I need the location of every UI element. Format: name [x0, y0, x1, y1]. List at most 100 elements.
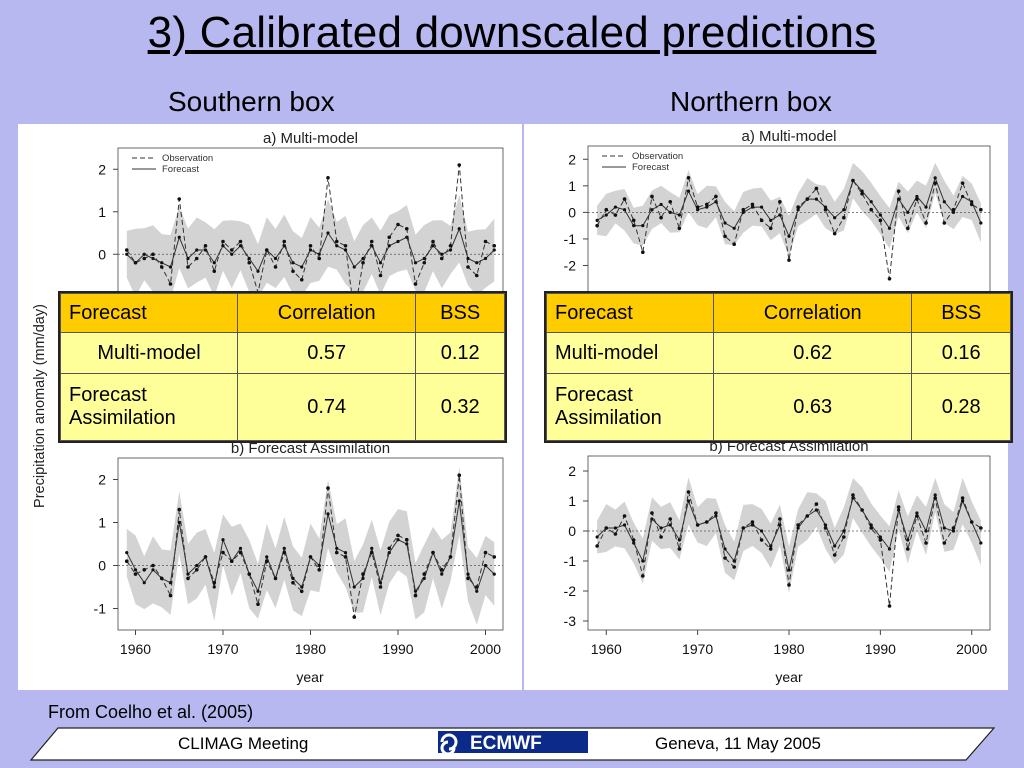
forecast-point: [686, 189, 691, 193]
observation-point: [659, 215, 663, 220]
observation-point: [142, 256, 147, 261]
observation-point: [723, 234, 727, 239]
forecast-point: [431, 244, 435, 248]
forecast-point: [238, 546, 243, 550]
forecast-point: [203, 248, 208, 252]
forecast-point: [805, 197, 809, 201]
correlation-cell: 0.63: [712, 373, 913, 441]
y-tick-label: 2: [98, 472, 106, 488]
observation-point: [492, 243, 497, 248]
table-row: Forecast Assimilation 0.74 0.32: [60, 373, 505, 441]
southern-box-label: Southern box: [168, 86, 335, 117]
observation-point: [474, 273, 479, 278]
forecast-point: [787, 568, 791, 572]
observation-point: [759, 538, 764, 542]
forecast-point: [613, 205, 618, 209]
observation-point: [622, 514, 627, 518]
observation-point: [778, 517, 782, 521]
col-forecast: Forecast: [60, 293, 238, 333]
observation-point: [686, 490, 691, 494]
forecast-point: [814, 197, 819, 201]
forecast-point: [723, 221, 727, 225]
forecast-point: [705, 520, 709, 524]
slide-title: 3) Calibrated downscaled predictions: [147, 8, 877, 57]
forecast-point: [291, 576, 295, 580]
observation-point: [750, 520, 755, 524]
forecast-point: [659, 202, 663, 207]
observation-point: [787, 583, 791, 587]
observation-point: [915, 197, 919, 201]
observation-point: [124, 248, 129, 252]
forecast-point: [212, 585, 216, 589]
forecast-point: [924, 529, 928, 533]
observation-point: [796, 205, 800, 209]
forecast-point: [842, 529, 846, 533]
forecast-point: [668, 210, 672, 214]
observation-point: [369, 239, 374, 244]
forecast-point: [203, 555, 208, 559]
forecast-point: [160, 261, 164, 265]
forecast-point: [440, 572, 444, 576]
observation-point: [969, 202, 974, 207]
forecast-point: [273, 256, 278, 261]
observation-point: [439, 256, 444, 261]
observation-point: [212, 580, 217, 585]
correlation-cell: 0.57: [236, 332, 417, 374]
observation-point: [860, 191, 864, 196]
forecast-point: [714, 200, 718, 204]
observation-point: [326, 175, 330, 180]
forecast-point: [413, 589, 418, 593]
forecast-point: [860, 189, 864, 193]
y-tick-label: 2: [568, 151, 576, 167]
observation-point: [291, 269, 295, 274]
y-tick-label: 0: [98, 246, 106, 262]
x-tick-label: 1980: [295, 641, 326, 657]
forecast-point: [823, 205, 828, 209]
forecast-point: [151, 568, 155, 572]
observation-point: [951, 207, 956, 212]
observation-point: [186, 576, 190, 581]
forecast-point: [650, 208, 654, 212]
y-tick-label: -2: [564, 583, 577, 599]
correlation-cell: 0.74: [236, 373, 417, 441]
y-tick-label: -3: [564, 613, 577, 629]
observation-point: [896, 505, 901, 509]
observation-point: [422, 572, 427, 576]
observation-point: [933, 496, 937, 500]
x-tick-label: 1990: [865, 641, 896, 657]
col-bss: BSS: [415, 293, 505, 333]
observation-point: [343, 243, 348, 248]
forecast-point: [787, 234, 791, 238]
observation-point: [133, 572, 138, 576]
forecast-point: [448, 248, 453, 252]
forecast-point: [604, 526, 608, 530]
observation-point: [668, 517, 673, 521]
forecast-point: [483, 256, 488, 261]
forecast-point: [326, 512, 330, 516]
observation-point: [256, 602, 260, 606]
forecast-point: [796, 526, 800, 530]
table-header-row: Forecast Correlation BSS: [546, 293, 1011, 333]
observation-point: [613, 213, 618, 217]
forecast-point: [282, 546, 286, 550]
forecast-point: [714, 514, 718, 518]
forecast-point: [769, 218, 773, 222]
observation-point: [404, 537, 409, 542]
y-tick-label: 0: [98, 558, 106, 574]
forecast-point: [125, 252, 129, 256]
forecast-point: [265, 555, 269, 559]
legend-observation-label: Observation: [162, 153, 213, 164]
forecast-point: [317, 563, 321, 568]
forecast-point: [897, 197, 901, 201]
observation-point: [317, 568, 322, 572]
observation-point: [832, 553, 837, 557]
observation-point: [483, 550, 488, 555]
observation-point: [759, 218, 764, 223]
forecast-point: [732, 559, 736, 563]
observation-point: [951, 526, 956, 530]
y-tick-label: -1: [94, 601, 107, 617]
forecast-point: [352, 265, 356, 269]
forecast-point: [668, 523, 672, 527]
observation-point: [631, 538, 636, 542]
